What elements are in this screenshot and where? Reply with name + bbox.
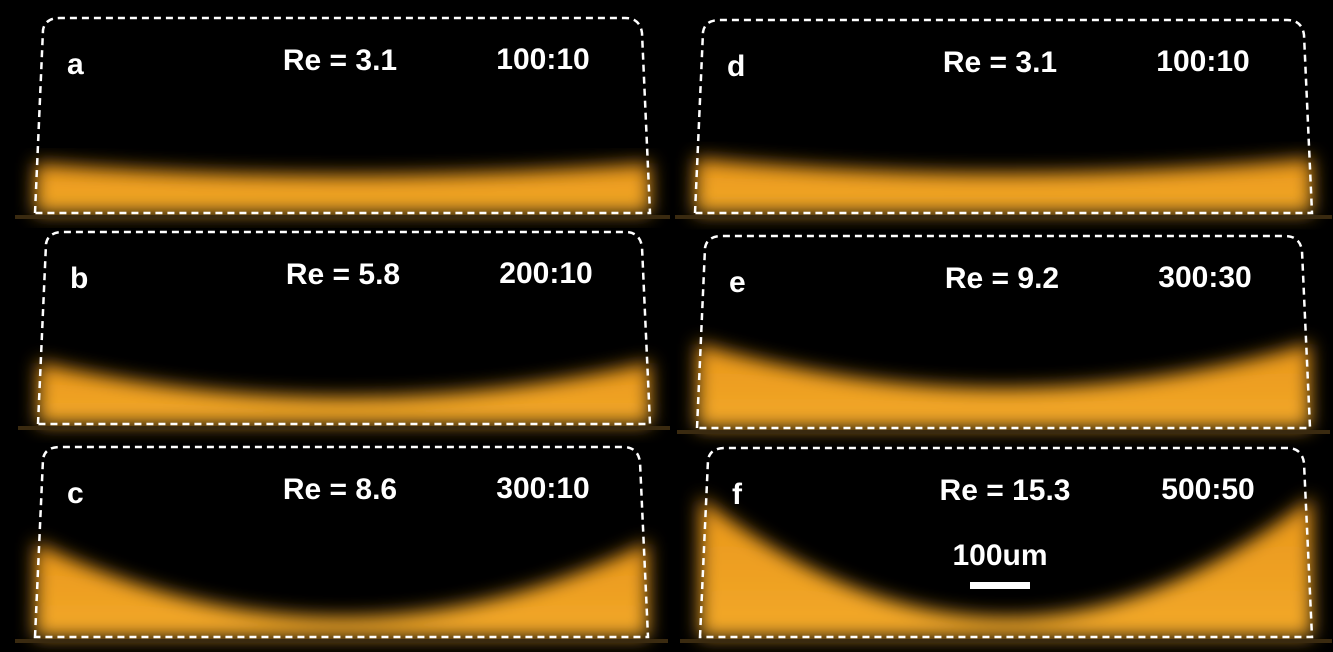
reynolds-number: Re = 5.8 [286,258,400,291]
reynolds-number: Re = 15.3 [940,474,1071,507]
panel-label: d [727,50,745,83]
channel-floor [15,639,668,643]
scale-bar [970,582,1030,589]
background [0,0,1333,652]
reynolds-number: Re = 8.6 [283,473,397,506]
flow-ratio: 500:50 [1161,473,1254,506]
reynolds-number: Re = 9.2 [945,262,1059,295]
channel-floor [675,215,1332,219]
figure: a Re = 3.1 100:10 b Re = 5.8 200:10 c Re = 8.6 3… [0,0,1333,652]
panel-label: b [70,262,88,295]
panel-label: a [67,48,84,81]
panel-label: c [67,477,84,510]
flow-ratio: 100:10 [496,43,589,76]
channel-floor [677,430,1330,434]
flow-ratio: 300:30 [1158,261,1251,294]
channel-floor [680,639,1332,643]
flow-ratio: 300:10 [496,472,589,505]
channel-floor [18,426,670,430]
scale-bar-label: 100um [952,539,1047,572]
channel-floor [15,215,670,219]
reynolds-number: Re = 3.1 [283,44,397,77]
flow-ratio: 100:10 [1156,45,1249,78]
flow-ratio: 200:10 [499,257,592,290]
reynolds-number: Re = 3.1 [943,46,1057,79]
panel-label: e [729,266,746,299]
panel-label: f [732,478,743,511]
